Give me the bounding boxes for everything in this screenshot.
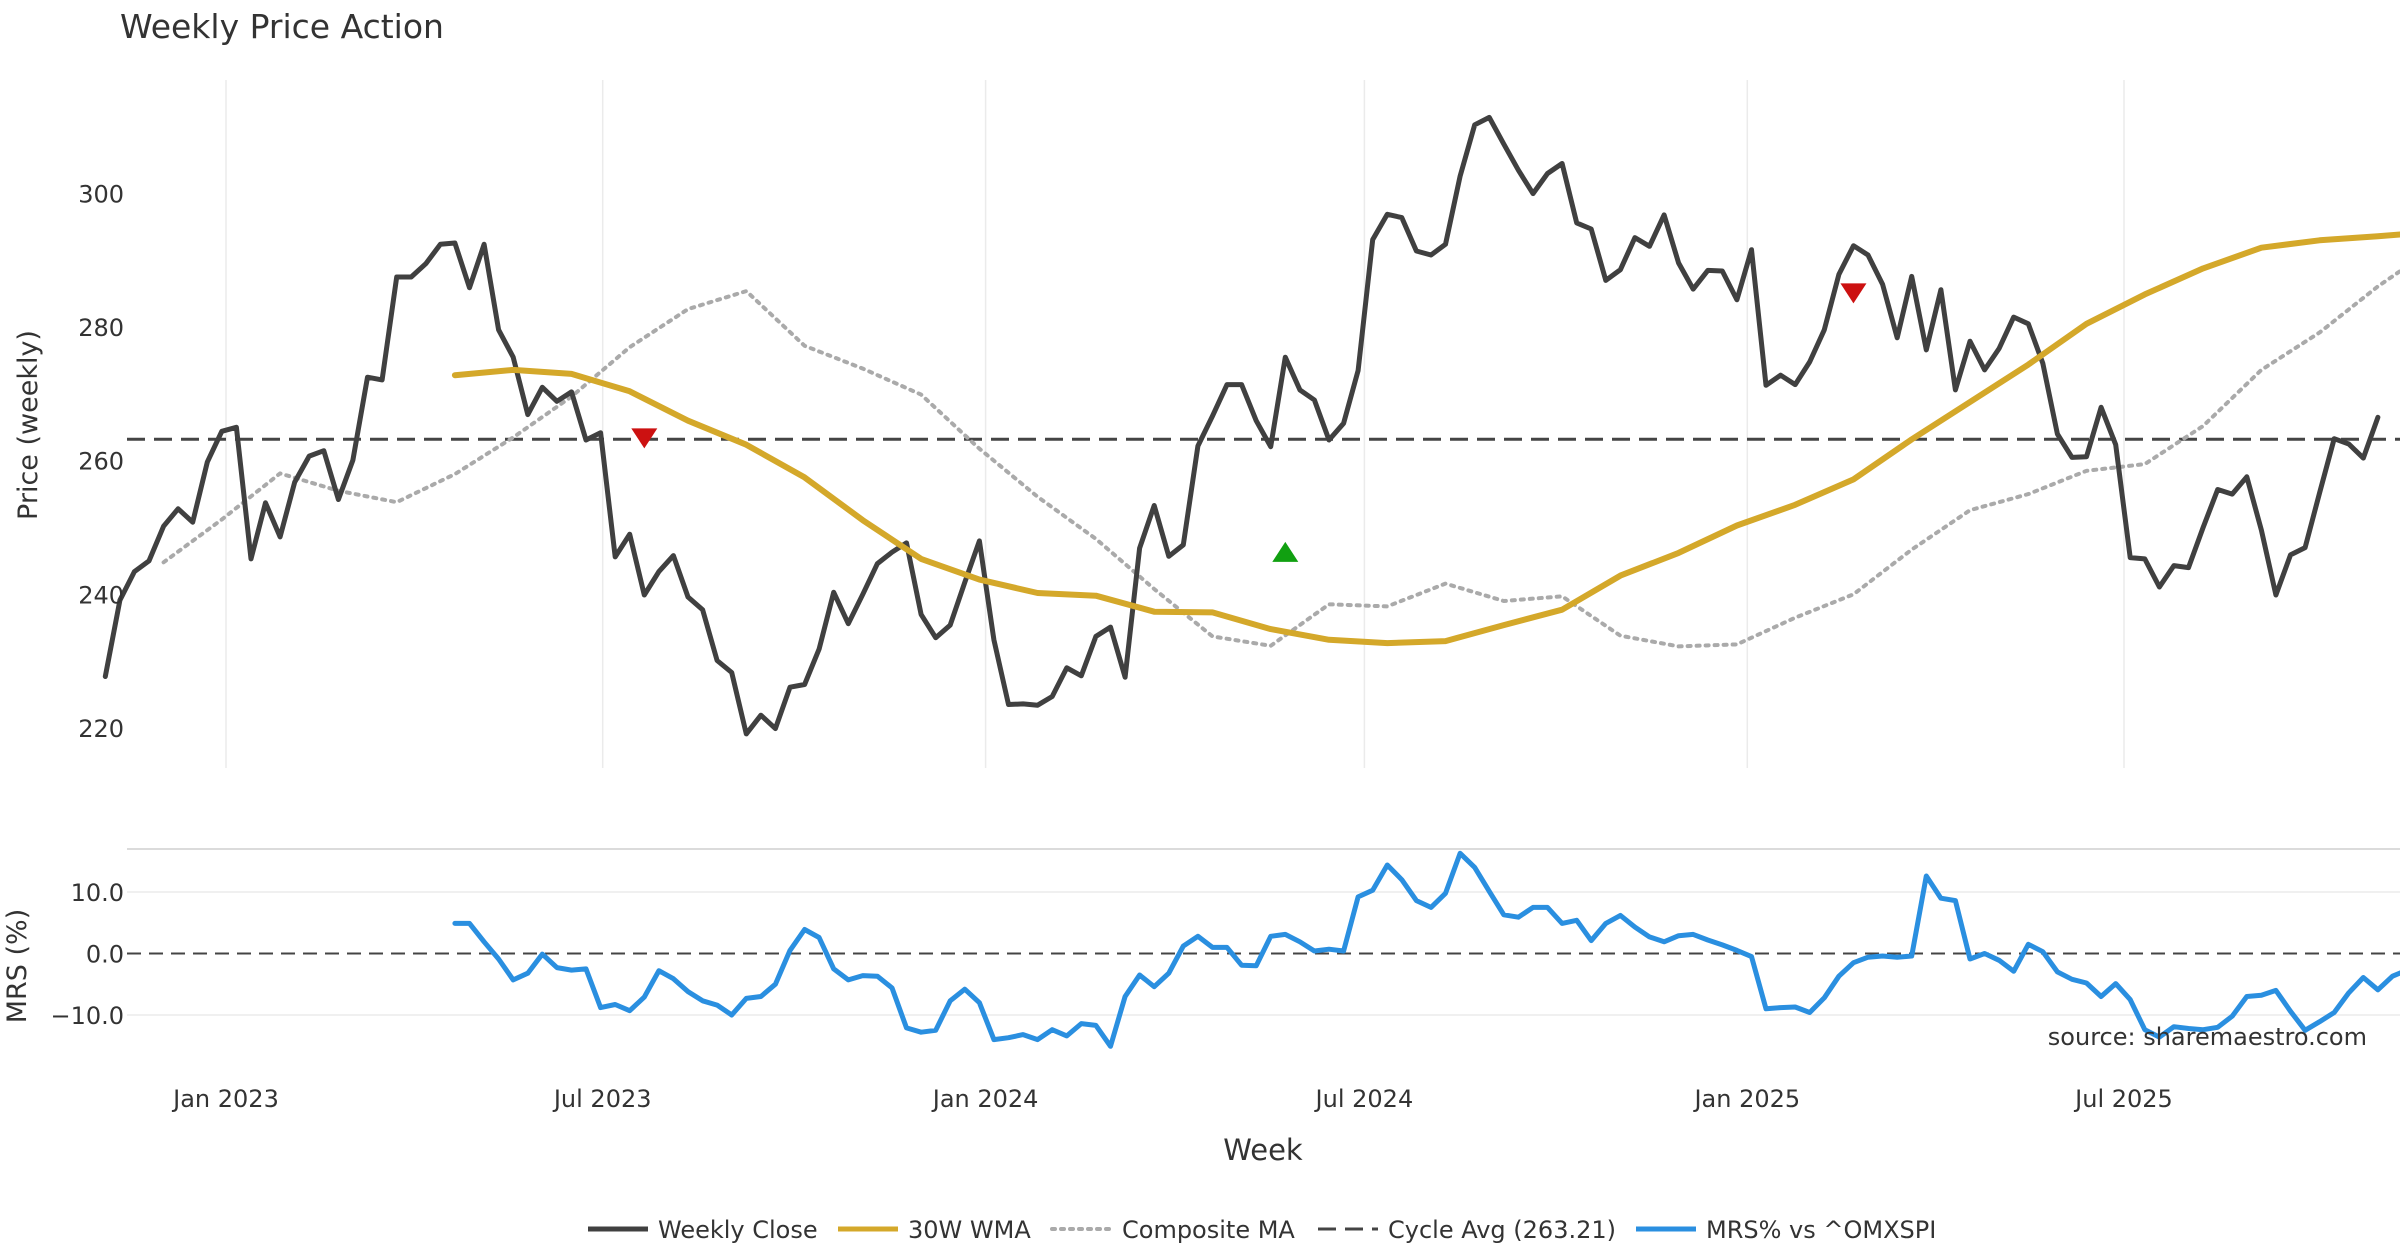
mrs-line [452,850,2400,1049]
signal-markers [631,283,1867,562]
price-y-axis-label: Price (weekly) [13,330,44,520]
chart-title: Weekly Price Action [120,7,444,46]
x-tick-label: Jan 2023 [171,1085,279,1113]
series-lines [102,114,2400,1049]
sell-signal-marker [1840,283,1867,304]
legend-label-cycle-avg: Cycle Avg (263.21) [1388,1216,1616,1244]
price-y-tick-label: 280 [78,314,124,342]
price-y-tick-label: 260 [78,448,124,476]
x-axis-label: Week [1223,1133,1303,1167]
x-tick-label: Jul 2025 [2073,1085,2173,1113]
price-y-tick-label: 240 [78,581,124,609]
x-tick-label: Jan 2024 [931,1085,1039,1113]
tick-labels: Jan 2023 Jul 2023 Jan 2024 Jul 2024 Jan 2025… [50,181,2172,1113]
x-tick-label: Jul 2023 [552,1085,652,1113]
legend-label-composite-ma: Composite MA [1122,1216,1295,1244]
mrs-y-tick-label: 10.0 [71,879,124,907]
legend-label-30w-wma: 30W WMA [908,1216,1031,1244]
legend: Weekly Close 30W WMA Composite MA Cycle … [588,1216,1936,1244]
legend-label-mrs: MRS% vs ^OMXSPI [1706,1216,1936,1244]
x-tick-label: Jul 2024 [1314,1085,1414,1113]
price-y-tick-label: 220 [78,715,124,743]
wma-30w-line [451,231,2400,647]
x-tick-label: Jan 2025 [1692,1085,1800,1113]
legend-item-weekly-close: Weekly Close [588,1216,818,1244]
weekly-close-line [102,114,2381,737]
mrs-y-tick-label: −10.0 [50,1002,124,1030]
buy-signal-marker [1272,541,1299,562]
sell-signal-marker [631,428,658,449]
legend-item-mrs: MRS% vs ^OMXSPI [1636,1216,1936,1244]
mrs-y-axis-label: MRS (%) [2,909,33,1024]
mrs-y-tick-label: 0.0 [86,941,124,969]
composite-ma-line [161,268,2400,649]
legend-item-composite-ma: Composite MA [1050,1216,1295,1244]
legend-label-weekly-close: Weekly Close [658,1216,818,1244]
gridlines [127,80,2400,1016]
legend-item-cycle-avg: Cycle Avg (263.21) [1318,1216,1616,1244]
source-note: source: sharemaestro.com [2048,1023,2367,1051]
reference-lines [127,437,2400,955]
price-y-tick-label: 300 [78,181,124,209]
legend-item-30w-wma: 30W WMA [838,1216,1031,1244]
